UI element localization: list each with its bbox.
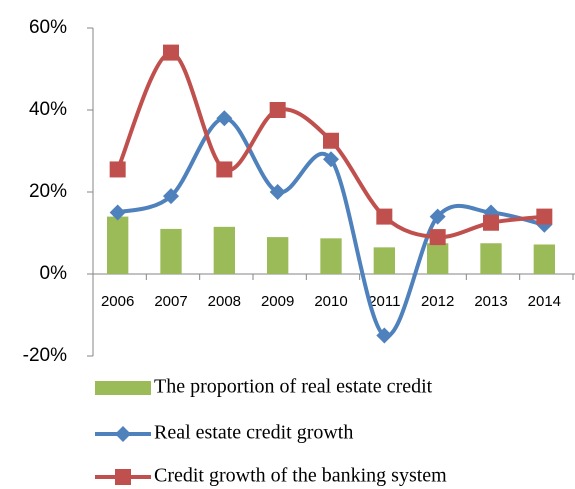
y-tick-label: 40%	[29, 99, 67, 120]
bar	[107, 216, 129, 274]
x-tick-label: 2012	[421, 293, 454, 310]
point	[163, 44, 179, 61]
legend-swatch	[95, 381, 151, 395]
x-tick-label: 2009	[261, 293, 294, 310]
x-tick-label: 2007	[154, 293, 187, 310]
point	[429, 229, 446, 246]
x-tick-label: 2006	[101, 293, 134, 310]
point	[536, 208, 553, 225]
y-tick-label: 20%	[29, 181, 67, 202]
point	[216, 161, 233, 178]
x-tick-label: 2014	[528, 293, 561, 310]
legend-label: Credit growth of the banking system	[154, 465, 447, 487]
y-tick-label: 60%	[29, 17, 67, 38]
point	[429, 208, 446, 225]
x-tick-label: 2011	[368, 293, 400, 310]
point	[323, 151, 339, 168]
bar	[213, 226, 235, 274]
bar	[480, 243, 502, 274]
bar	[267, 237, 289, 274]
y-tick-label: 0%	[40, 263, 68, 284]
point	[483, 214, 499, 231]
point	[115, 469, 131, 485]
bar	[320, 238, 342, 274]
point	[109, 204, 126, 221]
y-tick-label: -20%	[23, 345, 67, 366]
point	[115, 426, 131, 442]
x-tick-label: 2010	[314, 293, 347, 310]
point	[216, 110, 233, 127]
point	[269, 102, 286, 118]
x-tick-label: 2008	[208, 293, 241, 310]
bar	[160, 228, 182, 274]
point	[376, 208, 393, 225]
legend-label: The proportion of real estate credit	[154, 376, 433, 398]
bar	[427, 243, 449, 274]
point	[323, 132, 339, 149]
bar	[373, 247, 395, 274]
legend-label: Real estate credit growth	[154, 422, 353, 444]
bar	[533, 244, 555, 274]
point	[109, 161, 126, 178]
point	[376, 327, 393, 344]
point	[163, 188, 179, 205]
x-tick-label: 2013	[474, 293, 507, 310]
point	[269, 184, 286, 200]
